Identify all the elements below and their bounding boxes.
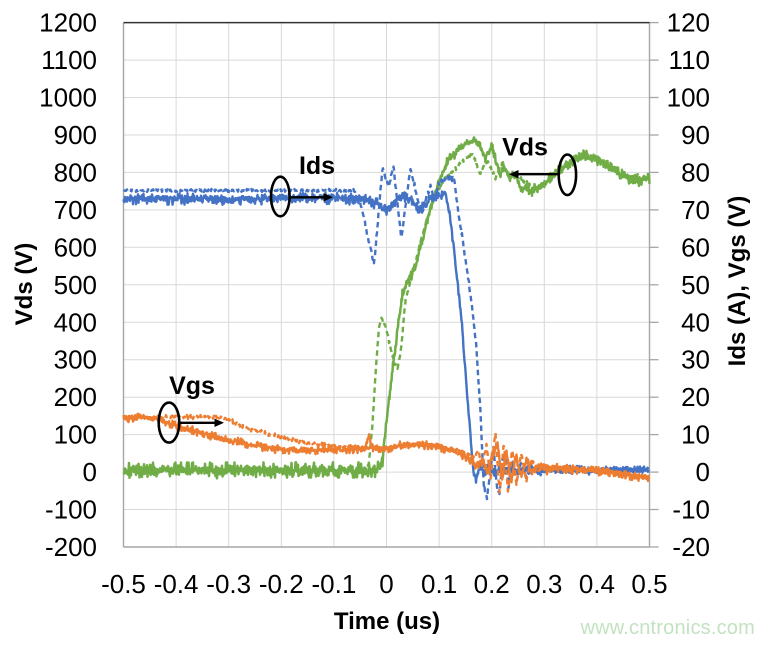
svg-text:-200: -200: [45, 532, 97, 562]
svg-text:80: 80: [681, 157, 710, 187]
svg-text:-0.2: -0.2: [259, 569, 304, 599]
svg-text:www.cntronics.com: www.cntronics.com: [579, 617, 755, 639]
svg-text:Ids: Ids: [299, 152, 335, 180]
svg-text:Vgs: Vgs: [169, 372, 215, 400]
svg-text:Vds (V): Vds (V): [11, 243, 38, 326]
svg-text:0.1: 0.1: [421, 569, 457, 599]
svg-text:-20: -20: [672, 532, 710, 562]
svg-text:0.2: 0.2: [474, 569, 510, 599]
svg-text:200: 200: [54, 382, 97, 412]
svg-text:900: 900: [54, 120, 97, 150]
svg-text:-0.4: -0.4: [154, 569, 199, 599]
svg-text:30: 30: [681, 345, 710, 375]
svg-text:40: 40: [681, 307, 710, 337]
svg-text:800: 800: [54, 157, 97, 187]
svg-text:50: 50: [681, 270, 710, 300]
svg-text:120: 120: [667, 8, 710, 38]
svg-text:-0.1: -0.1: [311, 569, 356, 599]
svg-text:90: 90: [681, 120, 710, 150]
svg-text:Vds: Vds: [502, 134, 548, 162]
svg-text:1000: 1000: [39, 83, 97, 113]
svg-text:0: 0: [83, 457, 97, 487]
svg-text:400: 400: [54, 307, 97, 337]
svg-text:100: 100: [54, 420, 97, 450]
svg-text:70: 70: [681, 195, 710, 225]
svg-text:Ids (A), Vgs (V): Ids (A), Vgs (V): [724, 196, 751, 367]
svg-text:20: 20: [681, 382, 710, 412]
svg-text:110: 110: [669, 45, 710, 75]
svg-text:1200: 1200: [39, 8, 97, 38]
svg-text:0.4: 0.4: [579, 569, 615, 599]
svg-text:0.5: 0.5: [631, 569, 667, 599]
svg-text:700: 700: [54, 195, 97, 225]
svg-text:-0.5: -0.5: [101, 569, 146, 599]
svg-text:-100: -100: [45, 495, 97, 525]
svg-text:300: 300: [54, 345, 97, 375]
svg-text:100: 100: [667, 83, 710, 113]
svg-text:600: 600: [54, 232, 97, 262]
svg-text:Time (us): Time (us): [334, 608, 440, 635]
svg-text:60: 60: [681, 232, 710, 262]
svg-text:1100: 1100: [41, 45, 97, 75]
svg-text:-0.3: -0.3: [206, 569, 251, 599]
svg-text:0: 0: [696, 457, 710, 487]
svg-text:0: 0: [379, 569, 393, 599]
svg-text:500: 500: [54, 270, 97, 300]
svg-text:10: 10: [681, 420, 710, 450]
svg-text:-10: -10: [672, 495, 710, 525]
svg-text:0.3: 0.3: [526, 569, 562, 599]
